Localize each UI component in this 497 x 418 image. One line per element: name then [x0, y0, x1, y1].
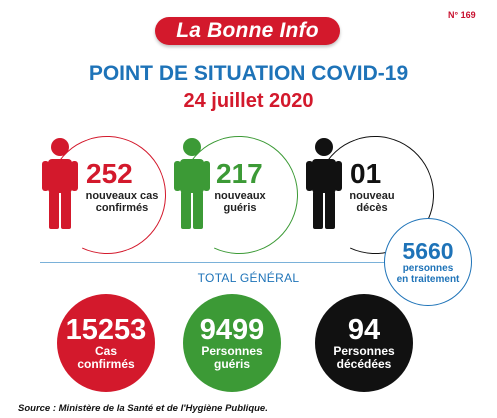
brand-name: La Bonne Info — [176, 19, 319, 42]
brand-logo: La Bonne Info — [155, 17, 340, 45]
new-death-value: 01 — [350, 158, 382, 189]
person-icon-black — [306, 138, 342, 229]
total-deaths-circle: 94 Personnes décédées — [315, 294, 413, 392]
divider-left — [40, 262, 385, 263]
source-note: Source : Ministère de la Santé et de l'H… — [18, 403, 268, 414]
in-treatment-badge: 5660 personnes en traitement — [384, 218, 472, 306]
total-deaths-label-line1: Personnes — [333, 344, 395, 358]
total-cases-circle: 15253 Cas confirmés — [57, 294, 155, 392]
in-treatment-label-line1: personnes — [402, 263, 454, 274]
total-recovered-circle: 9499 Personnes guéris — [183, 294, 281, 392]
total-recovered-label-line1: Personnes — [201, 344, 263, 358]
new-recovered-label-line2: guéris — [223, 202, 257, 214]
person-icon-green — [174, 138, 210, 229]
total-label: TOTAL GÉNÉRAL — [197, 271, 300, 285]
new-death-label-line2: décès — [356, 202, 388, 214]
total-cases-value: 15253 — [65, 314, 147, 346]
in-treatment-value: 5660 — [402, 238, 454, 264]
person-icon-red — [42, 138, 78, 229]
total-deaths-label-line2: décédées — [336, 357, 392, 371]
new-recovered-label: nouveaux guéris — [208, 190, 272, 214]
issue-number: N° 169 — [448, 10, 476, 20]
total-cases-label-line1: Cas — [94, 344, 117, 358]
new-recovered-label-line1: nouveaux — [214, 190, 266, 202]
new-cases-value: 252 — [86, 158, 133, 189]
new-recovered-value: 217 — [216, 158, 263, 189]
new-cases-label: nouveaux cas confirmés — [80, 190, 164, 214]
in-treatment-label-line2: en traitement — [396, 274, 460, 285]
total-recovered-label-line2: guéris — [213, 357, 250, 371]
report-date: 24 juillet 2020 — [183, 90, 314, 112]
page-title: POINT DE SITUATION COVID-19 — [88, 62, 409, 85]
new-death-label: nouveau décès — [342, 190, 402, 214]
new-death-label-line1: nouveau — [349, 190, 395, 202]
total-deaths-value: 94 — [347, 314, 381, 346]
total-recovered-value: 9499 — [199, 314, 265, 346]
new-cases-label-line1: nouveaux cas — [85, 190, 159, 202]
total-cases-label-line2: confirmés — [77, 357, 135, 371]
new-cases-label-line2: confirmés — [95, 202, 149, 214]
